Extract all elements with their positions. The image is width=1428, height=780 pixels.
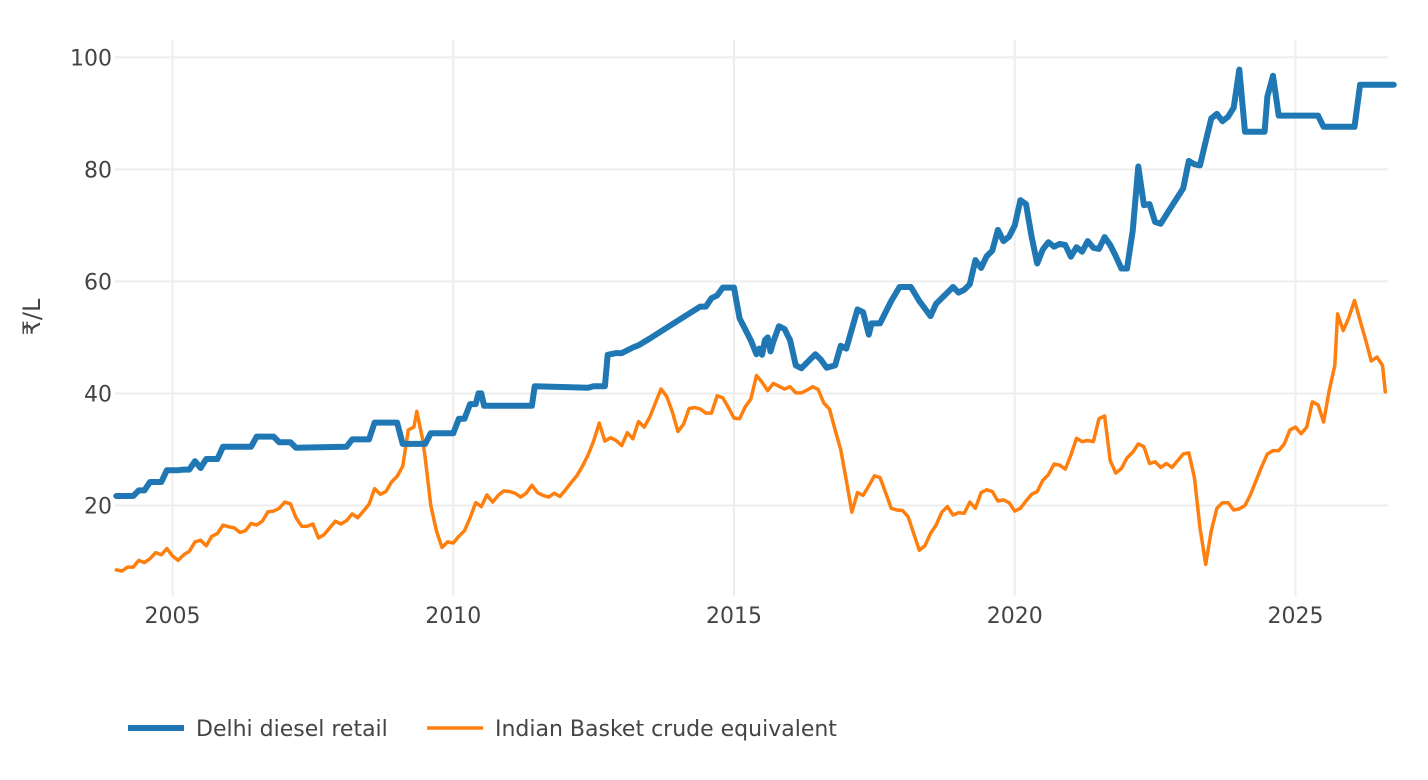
- grid: [115, 40, 1388, 596]
- series-line-delhi-diesel-retail: [113, 66, 1397, 499]
- x-tick-label: 2025: [1268, 604, 1324, 629]
- legend-item[interactable]: Indian Basket crude equivalent: [427, 717, 837, 742]
- legend-label: Indian Basket crude equivalent: [495, 717, 837, 742]
- y-tick-label: 100: [70, 46, 112, 71]
- x-tick-label: 2010: [425, 604, 481, 629]
- x-axis-ticks: 2005 2010 2015 2020 2025: [145, 604, 1324, 629]
- series-layer: [113, 66, 1397, 573]
- x-tick-label: 2005: [145, 604, 201, 629]
- y-axis-title: ₹/L: [18, 298, 46, 335]
- y-tick-label: 40: [84, 382, 112, 407]
- x-tick-label: 2020: [987, 604, 1043, 629]
- y-tick-label: 60: [84, 270, 112, 295]
- x-tick-label: 2015: [706, 604, 762, 629]
- y-axis-ticks: 20 40 60 80 100: [70, 46, 112, 519]
- y-tick-label: 80: [84, 158, 112, 183]
- legend-item[interactable]: Delhi diesel retail: [128, 717, 388, 742]
- y-tick-label: 20: [84, 495, 112, 520]
- series-line-indian-basket-crude: [114, 298, 1388, 573]
- legend-label: Delhi diesel retail: [196, 717, 388, 742]
- legend: Delhi diesel retail Indian Basket crude e…: [128, 717, 837, 742]
